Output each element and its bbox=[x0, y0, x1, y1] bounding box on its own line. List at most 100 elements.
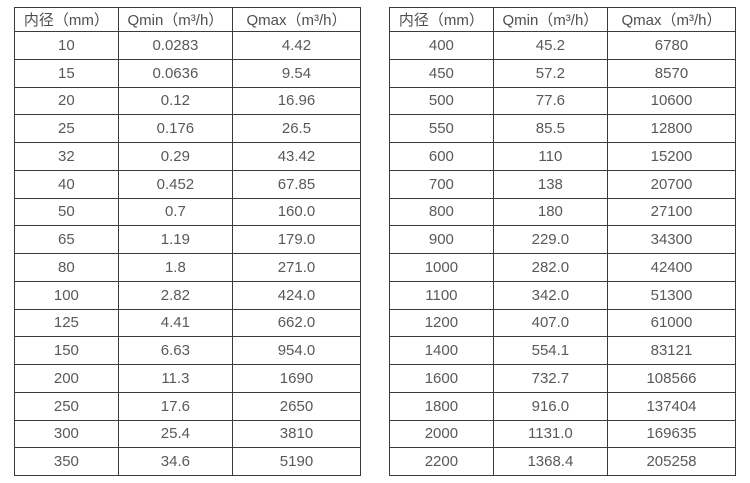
cell-qmax: 954.0 bbox=[231, 336, 362, 365]
cell-qmin: 25.4 bbox=[117, 419, 233, 449]
table-row: 600 110 15200 bbox=[389, 142, 737, 171]
cell-qmin: 0.176 bbox=[117, 114, 233, 143]
cell-qmax: 27100 bbox=[606, 197, 737, 227]
cell-qmax: 205258 bbox=[606, 447, 737, 476]
header-qmax: Qmax（m³/h） bbox=[606, 7, 737, 32]
cell-diameter: 2200 bbox=[389, 447, 494, 476]
table-row: 15 0.0636 9.54 bbox=[14, 58, 362, 88]
cell-qmin: 4.41 bbox=[117, 308, 233, 338]
cell-qmin: 282.0 bbox=[492, 253, 608, 282]
cell-qmin: 1.8 bbox=[117, 253, 233, 282]
table-row: 40 0.452 67.85 bbox=[14, 169, 362, 199]
cell-diameter: 125 bbox=[14, 308, 119, 338]
cell-diameter: 350 bbox=[14, 447, 119, 476]
cell-qmax: 2650 bbox=[231, 391, 362, 421]
cell-diameter: 1100 bbox=[389, 280, 494, 310]
cell-qmin: 11.3 bbox=[117, 364, 233, 393]
table-row: 1600 732.7 108566 bbox=[389, 364, 737, 393]
table-row: 100 2.82 424.0 bbox=[14, 280, 362, 310]
cell-qmax: 10600 bbox=[606, 86, 737, 116]
cell-qmin: 732.7 bbox=[492, 364, 608, 393]
table-row: 1800 916.0 137404 bbox=[389, 391, 737, 421]
cell-qmax: 424.0 bbox=[231, 280, 362, 310]
cell-qmin: 0.7 bbox=[117, 197, 233, 227]
cell-qmin: 180 bbox=[492, 197, 608, 227]
cell-qmax: 137404 bbox=[606, 391, 737, 421]
table-row: 2000 1131.0 169635 bbox=[389, 419, 737, 449]
table-row: 350 34.6 5190 bbox=[14, 447, 362, 476]
cell-qmax: 108566 bbox=[606, 364, 737, 393]
cell-diameter: 1600 bbox=[389, 364, 494, 393]
cell-diameter: 300 bbox=[14, 419, 119, 449]
cell-qmax: 160.0 bbox=[231, 197, 362, 227]
cell-diameter: 80 bbox=[14, 253, 119, 282]
cell-qmin: 85.5 bbox=[492, 114, 608, 143]
cell-qmax: 3810 bbox=[231, 419, 362, 449]
cell-qmin: 554.1 bbox=[492, 336, 608, 365]
flow-table-small-diameters: 内径（mm） Qmin（m³/h） Qmax（m³/h） 10 0.0283 4.42 15… bbox=[14, 7, 362, 476]
cell-qmin: 110 bbox=[492, 142, 608, 171]
cell-qmin: 342.0 bbox=[492, 280, 608, 310]
cell-diameter: 1200 bbox=[389, 308, 494, 338]
cell-diameter: 50 bbox=[14, 197, 119, 227]
cell-diameter: 900 bbox=[389, 225, 494, 254]
cell-diameter: 100 bbox=[14, 280, 119, 310]
cell-diameter: 15 bbox=[14, 58, 119, 88]
cell-diameter: 500 bbox=[389, 86, 494, 116]
cell-qmax: 1690 bbox=[231, 364, 362, 393]
cell-qmin: 34.6 bbox=[117, 447, 233, 476]
cell-qmin: 6.63 bbox=[117, 336, 233, 365]
header-diameter: 内径（mm） bbox=[389, 7, 494, 32]
cell-diameter: 150 bbox=[14, 336, 119, 365]
cell-qmax: 4.42 bbox=[231, 31, 362, 60]
header-diameter: 内径（mm） bbox=[14, 7, 119, 32]
cell-diameter: 600 bbox=[389, 142, 494, 171]
cell-qmin: 57.2 bbox=[492, 58, 608, 88]
table-row: 50 0.7 160.0 bbox=[14, 197, 362, 227]
table-row: 300 25.4 3810 bbox=[14, 419, 362, 449]
cell-qmin: 407.0 bbox=[492, 308, 608, 338]
flow-table-large-diameters: 内径（mm） Qmin（m³/h） Qmax（m³/h） 400 45.2 6780 450… bbox=[389, 7, 737, 476]
table-row: 400 45.2 6780 bbox=[389, 31, 737, 60]
cell-qmin: 0.452 bbox=[117, 169, 233, 199]
header-qmax: Qmax（m³/h） bbox=[231, 7, 362, 32]
table-row: 250 17.6 2650 bbox=[14, 391, 362, 421]
header-qmin: Qmin（m³/h） bbox=[492, 7, 608, 32]
cell-diameter: 40 bbox=[14, 169, 119, 199]
cell-diameter: 1800 bbox=[389, 391, 494, 421]
cell-qmax: 67.85 bbox=[231, 169, 362, 199]
table-row: 700 138 20700 bbox=[389, 169, 737, 199]
header-row: 内径（mm） Qmin（m³/h） Qmax（m³/h） bbox=[14, 7, 362, 32]
cell-qmin: 1131.0 bbox=[492, 419, 608, 449]
cell-qmin: 0.12 bbox=[117, 86, 233, 116]
cell-qmin: 45.2 bbox=[492, 31, 608, 60]
table-row: 500 77.6 10600 bbox=[389, 86, 737, 116]
cell-qmax: 61000 bbox=[606, 308, 737, 338]
cell-qmax: 34300 bbox=[606, 225, 737, 254]
cell-diameter: 400 bbox=[389, 31, 494, 60]
cell-diameter: 250 bbox=[14, 391, 119, 421]
cell-qmax: 662.0 bbox=[231, 308, 362, 338]
cell-qmax: 9.54 bbox=[231, 58, 362, 88]
cell-qmax: 16.96 bbox=[231, 86, 362, 116]
cell-diameter: 800 bbox=[389, 197, 494, 227]
cell-diameter: 700 bbox=[389, 169, 494, 199]
table-row: 10 0.0283 4.42 bbox=[14, 31, 362, 60]
cell-diameter: 450 bbox=[389, 58, 494, 88]
cell-diameter: 20 bbox=[14, 86, 119, 116]
cell-qmin: 0.0636 bbox=[117, 58, 233, 88]
table-row: 25 0.176 26.5 bbox=[14, 114, 362, 143]
cell-qmin: 0.29 bbox=[117, 142, 233, 171]
cell-qmin: 229.0 bbox=[492, 225, 608, 254]
cell-diameter: 2000 bbox=[389, 419, 494, 449]
table-row: 125 4.41 662.0 bbox=[14, 308, 362, 338]
table-row: 20 0.12 16.96 bbox=[14, 86, 362, 116]
cell-qmax: 5190 bbox=[231, 447, 362, 476]
cell-qmax: 51300 bbox=[606, 280, 737, 310]
cell-qmax: 42400 bbox=[606, 253, 737, 282]
table-row: 200 11.3 1690 bbox=[14, 364, 362, 393]
cell-diameter: 1400 bbox=[389, 336, 494, 365]
cell-diameter: 550 bbox=[389, 114, 494, 143]
table-row: 150 6.63 954.0 bbox=[14, 336, 362, 365]
